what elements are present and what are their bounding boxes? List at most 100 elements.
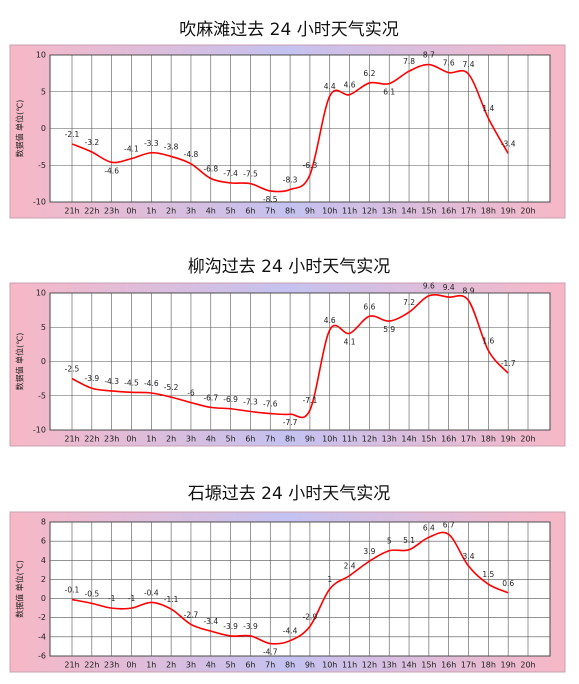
chart-title: 吹麻滩过去 24 小时天气实况 xyxy=(179,20,398,40)
x-tick-label: 5h xyxy=(226,435,236,444)
x-tick-label: 21h xyxy=(64,207,79,216)
data-label: -7.6 xyxy=(263,400,278,409)
x-tick-label: 4h xyxy=(206,435,216,444)
temperature-line xyxy=(71,293,509,419)
data-label: 4.4 xyxy=(324,82,336,91)
x-tick-label: 23h xyxy=(104,661,119,670)
data-label: -8.3 xyxy=(283,176,298,185)
x-tick-label: 0h xyxy=(126,661,136,670)
data-label: 5 xyxy=(387,537,392,546)
x-tick-label: 0h xyxy=(126,207,136,216)
y-tick-label: -2 xyxy=(38,613,46,622)
x-tick-label: 15h xyxy=(421,207,436,216)
x-tick-label: 11h xyxy=(342,207,357,216)
data-label: 4.6 xyxy=(344,81,356,90)
x-tick-label: 6h xyxy=(245,435,255,444)
data-label: -2.9 xyxy=(303,612,318,621)
data-label: -1 xyxy=(108,594,116,603)
y-tick-label: 6 xyxy=(41,537,46,546)
x-tick-label: 4h xyxy=(206,207,216,216)
y-tick-label: 4 xyxy=(41,556,46,565)
data-label: -3.3 xyxy=(144,139,159,148)
y-tick-label: -6 xyxy=(38,652,46,661)
data-label: 6.6 xyxy=(363,302,375,311)
x-tick-label: 16h xyxy=(441,207,456,216)
data-label: 9.4 xyxy=(443,283,455,292)
data-label: -3.9 xyxy=(85,374,100,383)
x-tick-label: 23h xyxy=(104,435,119,444)
data-label: -1.1 xyxy=(164,595,179,604)
data-label: -4.4 xyxy=(283,627,298,636)
data-label: 6.7 xyxy=(443,520,455,529)
data-label: -7.1 xyxy=(303,396,318,405)
x-tick-label: 5h xyxy=(226,661,236,670)
x-tick-label: 1h xyxy=(146,435,156,444)
data-label: 4.1 xyxy=(344,337,356,346)
x-tick-label: 2h xyxy=(166,661,176,670)
data-label: -7.4 xyxy=(223,169,238,178)
data-label: -3.9 xyxy=(223,622,238,631)
data-label: -0.4 xyxy=(144,588,159,597)
y-axis-label: 数据值 单位(℃) xyxy=(15,100,25,158)
data-label: -4.3 xyxy=(104,377,119,386)
data-label: 8.9 xyxy=(463,287,475,296)
data-label: -1 xyxy=(128,594,136,603)
x-tick-label: 3h xyxy=(186,207,196,216)
data-label: 6.2 xyxy=(363,69,375,78)
x-tick-label: 8h xyxy=(285,661,295,670)
data-label: -3.9 xyxy=(243,622,258,631)
y-tick-label: 8 xyxy=(41,518,46,527)
data-label: -6.9 xyxy=(223,395,238,404)
x-tick-label: 13h xyxy=(382,661,397,670)
y-tick-label: -4 xyxy=(38,632,46,641)
x-tick-label: 22h xyxy=(84,661,99,670)
data-label: 0.6 xyxy=(502,579,514,588)
x-tick-label: 18h xyxy=(481,435,496,444)
x-tick-label: 15h xyxy=(421,435,436,444)
chart-title: 柳沟过去 24 小时天气实况 xyxy=(188,257,390,277)
x-tick-label: 20h xyxy=(520,207,535,216)
data-label: -6.8 xyxy=(203,164,218,173)
data-label: -8.5 xyxy=(263,195,278,204)
x-tick-label: 1h xyxy=(146,207,156,216)
x-tick-label: 9h xyxy=(305,661,315,670)
y-tick-label: 2 xyxy=(41,575,46,584)
x-tick-label: 17h xyxy=(461,207,476,216)
x-tick-label: 10h xyxy=(322,207,337,216)
x-tick-label: 9h xyxy=(305,435,315,444)
data-label: -6.3 xyxy=(303,161,318,170)
data-label: -5.2 xyxy=(164,383,179,392)
x-tick-label: 20h xyxy=(520,435,535,444)
data-label: 3.4 xyxy=(463,552,475,561)
x-tick-label: 9h xyxy=(305,207,315,216)
x-tick-label: 7h xyxy=(265,435,275,444)
y-tick-label: 0 xyxy=(41,357,46,366)
x-tick-label: 20h xyxy=(520,661,535,670)
data-label: 6.1 xyxy=(383,88,395,97)
x-tick-label: 18h xyxy=(481,207,496,216)
data-label: -4.5 xyxy=(124,378,139,387)
data-label: -7.3 xyxy=(243,398,258,407)
y-tick-label: 5 xyxy=(41,323,46,332)
x-tick-label: 6h xyxy=(245,661,255,670)
data-label: 6.4 xyxy=(423,523,435,532)
data-label: -7.7 xyxy=(283,418,298,427)
x-tick-label: 22h xyxy=(84,207,99,216)
x-tick-label: 16h xyxy=(441,661,456,670)
x-tick-label: 3h xyxy=(186,661,196,670)
x-tick-label: 3h xyxy=(186,435,196,444)
data-label: 4.6 xyxy=(324,316,336,325)
data-label: 3.9 xyxy=(363,547,375,556)
data-label: 1.5 xyxy=(482,570,494,579)
x-tick-label: 15h xyxy=(421,661,436,670)
data-label: 9.6 xyxy=(423,282,435,291)
x-tick-label: 19h xyxy=(501,435,516,444)
y-tick-label: 10 xyxy=(36,51,46,60)
x-tick-label: 18h xyxy=(481,661,496,670)
data-label: -6.7 xyxy=(203,393,218,402)
y-tick-label: -5 xyxy=(38,391,46,400)
x-tick-label: 12h xyxy=(362,661,377,670)
data-label: -4.8 xyxy=(184,150,199,159)
x-tick-label: 11h xyxy=(342,661,357,670)
x-tick-label: 4h xyxy=(206,661,216,670)
